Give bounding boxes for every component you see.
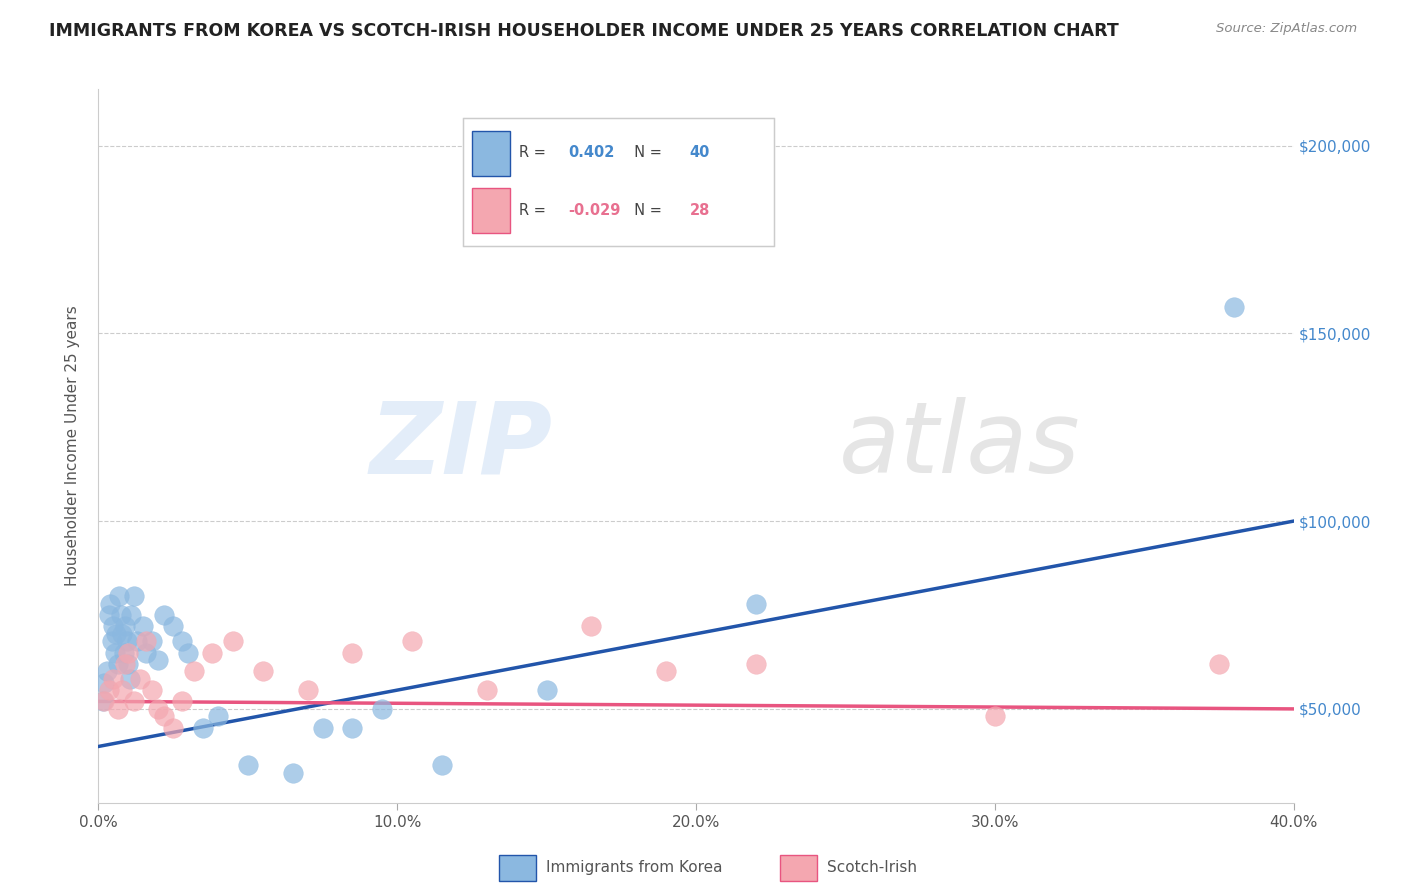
Point bbox=[103, 619, 125, 633]
Point bbox=[252, 665, 274, 679]
Point bbox=[984, 709, 1007, 723]
Point bbox=[91, 694, 114, 708]
Point bbox=[101, 634, 124, 648]
Point bbox=[135, 646, 157, 660]
Point bbox=[97, 607, 120, 622]
Text: ZIP: ZIP bbox=[370, 398, 553, 494]
Point bbox=[281, 765, 304, 780]
Point bbox=[172, 634, 194, 648]
Point bbox=[222, 634, 245, 648]
Point bbox=[475, 683, 498, 698]
Point bbox=[297, 683, 319, 698]
Point bbox=[148, 653, 170, 667]
Point bbox=[1208, 657, 1230, 671]
Point bbox=[129, 672, 152, 686]
Point bbox=[114, 657, 136, 671]
Point bbox=[93, 694, 115, 708]
Point bbox=[236, 758, 259, 772]
Point bbox=[162, 721, 184, 735]
Point bbox=[172, 694, 194, 708]
Point bbox=[191, 721, 214, 735]
Point bbox=[1223, 300, 1246, 314]
Point bbox=[371, 702, 394, 716]
Point bbox=[655, 665, 678, 679]
Point bbox=[112, 646, 135, 660]
Point bbox=[118, 672, 141, 686]
Text: atlas: atlas bbox=[839, 398, 1081, 494]
Point bbox=[103, 672, 125, 686]
Point bbox=[201, 646, 224, 660]
Point bbox=[581, 619, 603, 633]
Point bbox=[117, 657, 139, 671]
Point bbox=[153, 607, 176, 622]
Point bbox=[120, 607, 142, 622]
Point bbox=[162, 619, 184, 633]
Text: Immigrants from Korea: Immigrants from Korea bbox=[546, 861, 723, 875]
Point bbox=[104, 646, 127, 660]
Text: Source: ZipAtlas.com: Source: ZipAtlas.com bbox=[1216, 22, 1357, 36]
Point bbox=[110, 607, 132, 622]
Point bbox=[135, 634, 157, 648]
Point bbox=[117, 646, 139, 660]
Point bbox=[127, 634, 149, 648]
Point bbox=[114, 619, 136, 633]
Point bbox=[98, 597, 122, 611]
Point bbox=[148, 702, 170, 716]
Point bbox=[107, 702, 129, 716]
Point bbox=[430, 758, 453, 772]
Point bbox=[96, 665, 118, 679]
Point bbox=[401, 634, 423, 648]
Point bbox=[536, 683, 558, 698]
Point bbox=[141, 634, 163, 648]
Point bbox=[107, 657, 129, 671]
Point bbox=[105, 627, 128, 641]
Point bbox=[111, 683, 134, 698]
Point bbox=[124, 589, 146, 603]
Point bbox=[108, 589, 131, 603]
Text: IMMIGRANTS FROM KOREA VS SCOTCH-IRISH HOUSEHOLDER INCOME UNDER 25 YEARS CORRELAT: IMMIGRANTS FROM KOREA VS SCOTCH-IRISH HO… bbox=[49, 22, 1119, 40]
Point bbox=[115, 634, 138, 648]
Point bbox=[93, 675, 115, 690]
Point bbox=[311, 721, 333, 735]
Point bbox=[745, 597, 768, 611]
Point bbox=[183, 665, 205, 679]
Point bbox=[124, 694, 146, 708]
Point bbox=[141, 683, 163, 698]
Point bbox=[342, 646, 364, 660]
Point bbox=[342, 721, 364, 735]
Point bbox=[207, 709, 229, 723]
Point bbox=[132, 619, 155, 633]
Y-axis label: Householder Income Under 25 years: Householder Income Under 25 years bbox=[65, 306, 80, 586]
Text: Scotch-Irish: Scotch-Irish bbox=[827, 861, 917, 875]
Point bbox=[111, 627, 134, 641]
Point bbox=[97, 683, 120, 698]
Point bbox=[745, 657, 768, 671]
Point bbox=[153, 709, 176, 723]
Point bbox=[177, 646, 200, 660]
